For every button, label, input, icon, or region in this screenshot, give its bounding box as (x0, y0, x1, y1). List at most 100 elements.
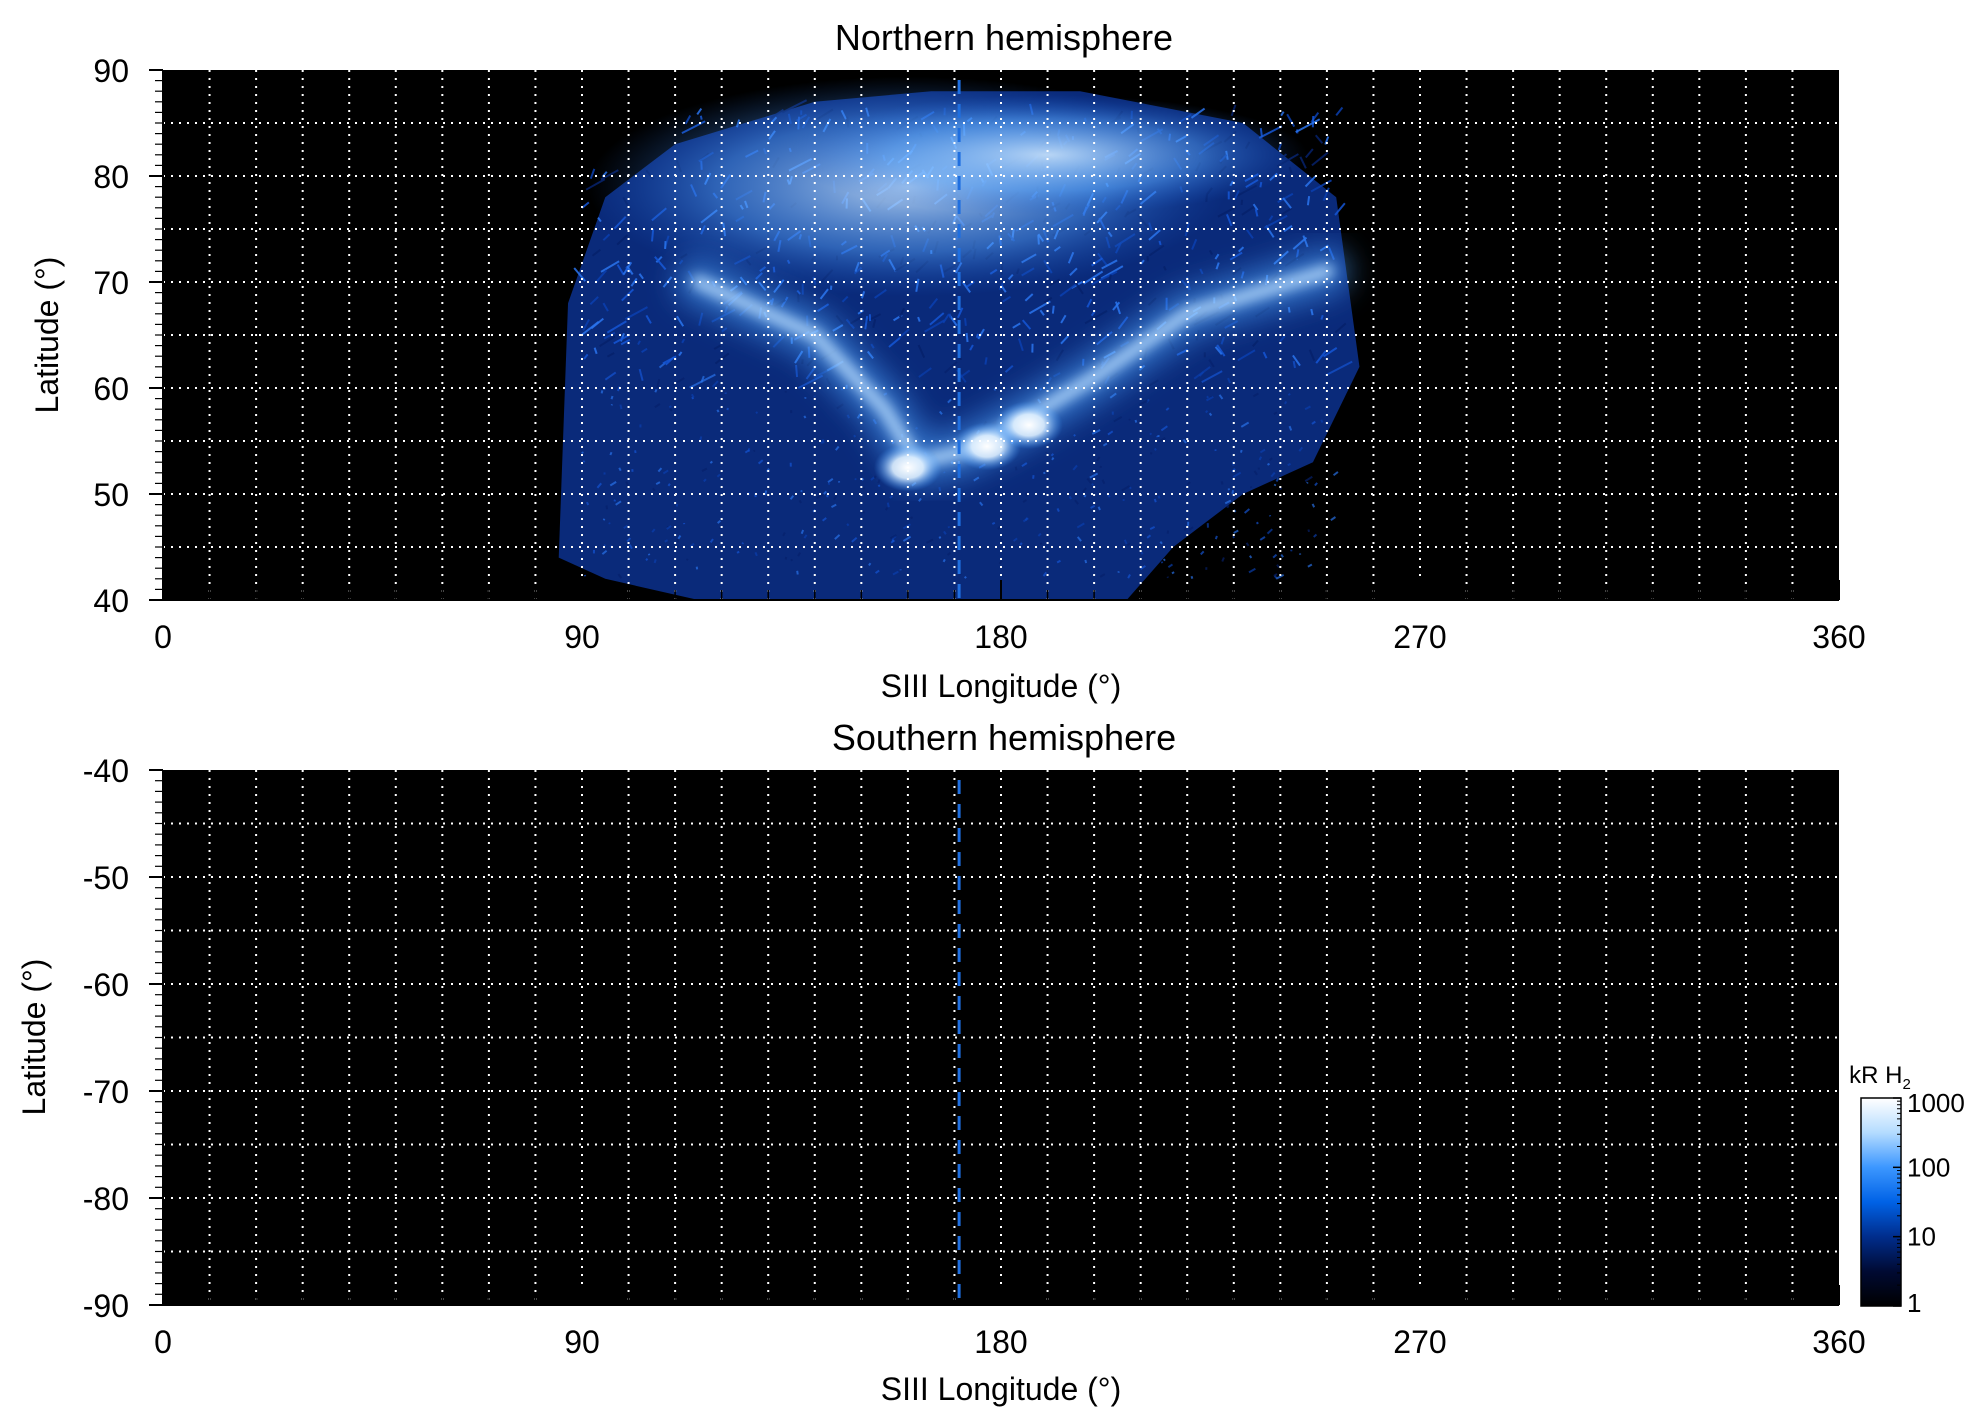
emission-streak (1239, 449, 1243, 453)
emission-streak (796, 289, 801, 295)
emission-streak (886, 502, 890, 508)
emission-streak (1267, 462, 1271, 466)
emission-streak (849, 316, 863, 325)
ticks-southern: 0 90 180 270 360 -40 -50 -60 -70 -80 -90 (83, 753, 1866, 1360)
emission-streak (582, 319, 590, 331)
emission-streak (667, 483, 671, 487)
emission-streak (1287, 306, 1291, 313)
emission-streak (873, 475, 877, 479)
emission-streak (1176, 348, 1189, 356)
emission-streak (1021, 462, 1028, 468)
emission-streak (1284, 401, 1288, 405)
emission-streak (1208, 359, 1215, 368)
emission-streak (1322, 187, 1330, 202)
y-tick-label: -50 (83, 860, 129, 896)
emission-streak (942, 313, 950, 324)
emission-streak (797, 374, 824, 389)
emission-streak (1021, 319, 1032, 330)
emission-streak (836, 403, 844, 410)
emission-streak (1073, 433, 1076, 437)
emission-streak (898, 328, 910, 339)
emission-streak (1076, 536, 1082, 542)
emission-streak (1099, 573, 1106, 578)
emission-streak (1224, 499, 1232, 505)
emission-streak (1126, 542, 1131, 547)
emission-streak (1059, 282, 1078, 297)
emission-streak (1112, 301, 1121, 311)
emission-streak (1129, 486, 1132, 490)
emission-streak (1326, 360, 1353, 376)
emission-streak (1205, 410, 1209, 414)
emission-streak (656, 378, 661, 388)
emission-streak (1117, 316, 1129, 330)
emission-streak (1018, 338, 1024, 352)
emission-streak (1279, 335, 1286, 343)
emission-streak (1039, 542, 1043, 546)
emission-streak (1091, 483, 1095, 486)
emission-streak (606, 352, 615, 358)
emission-streak (744, 449, 750, 454)
emission-streak (1123, 539, 1128, 545)
emission-streak (677, 535, 682, 540)
emission-streak (1332, 471, 1339, 477)
emission-streak (1218, 394, 1224, 400)
emission-streak (662, 469, 669, 475)
emission-streak (964, 575, 967, 579)
emission-streak (625, 481, 630, 487)
panel-title-northern: Northern hemisphere (835, 17, 1173, 58)
emission-streak (645, 314, 652, 324)
emission-streak (755, 411, 759, 414)
emission-streak (796, 570, 799, 575)
x-tick-label: 270 (1393, 1324, 1446, 1360)
emission-streak (1231, 489, 1235, 494)
emission-streak (1262, 351, 1268, 359)
emission-streak (654, 389, 658, 393)
y-tick-label: 60 (93, 371, 129, 407)
emission-streak (948, 313, 952, 319)
emission-streak (1292, 354, 1301, 367)
emission-streak (590, 317, 604, 330)
emission-streak (1249, 555, 1253, 559)
emission-streak (1310, 308, 1314, 316)
emission-streak (917, 344, 926, 359)
grid-northern (163, 70, 1839, 600)
y-axis-label-southern: Latitude (°) (16, 959, 52, 1116)
emission-streak (1232, 267, 1242, 276)
emission-streak (605, 505, 609, 510)
emission-streak (1240, 421, 1250, 428)
emission-streak (821, 439, 825, 444)
emission-streak (1182, 439, 1187, 444)
emission-streak (641, 347, 648, 354)
emission-streak (1146, 534, 1152, 539)
emission-streak (835, 445, 840, 451)
emission-streak (1214, 253, 1220, 260)
emission-streak (678, 351, 683, 357)
emission-streak (1051, 457, 1055, 461)
emission-streak (1240, 199, 1244, 206)
emission-streak (1304, 175, 1317, 188)
emission-streak (716, 473, 721, 478)
emission-streak (709, 460, 713, 464)
emission-streak (1292, 236, 1308, 250)
emission-streak (998, 560, 1003, 565)
emission-streak (846, 414, 851, 419)
emission-streak (1298, 446, 1304, 452)
emission-streak (581, 201, 590, 209)
emission-streak (1286, 113, 1296, 128)
emission-streak (1324, 136, 1330, 145)
emission-streak (1074, 281, 1084, 295)
emission-streak (1082, 487, 1087, 493)
emission-streak (1306, 481, 1309, 484)
emission-streak (782, 532, 786, 537)
emission-streak (1311, 503, 1316, 508)
emission-streak (1229, 251, 1243, 261)
emission-streak (1248, 567, 1256, 574)
emission-streak (942, 558, 946, 563)
colorbar-tick-label: 100 (1907, 1152, 1950, 1182)
emission-streak (1241, 205, 1256, 216)
emission-streak (928, 297, 939, 309)
emission-streak (597, 217, 602, 223)
emission-streak (1089, 472, 1099, 479)
emission-streak (797, 552, 801, 557)
emission-streak (1025, 492, 1028, 497)
